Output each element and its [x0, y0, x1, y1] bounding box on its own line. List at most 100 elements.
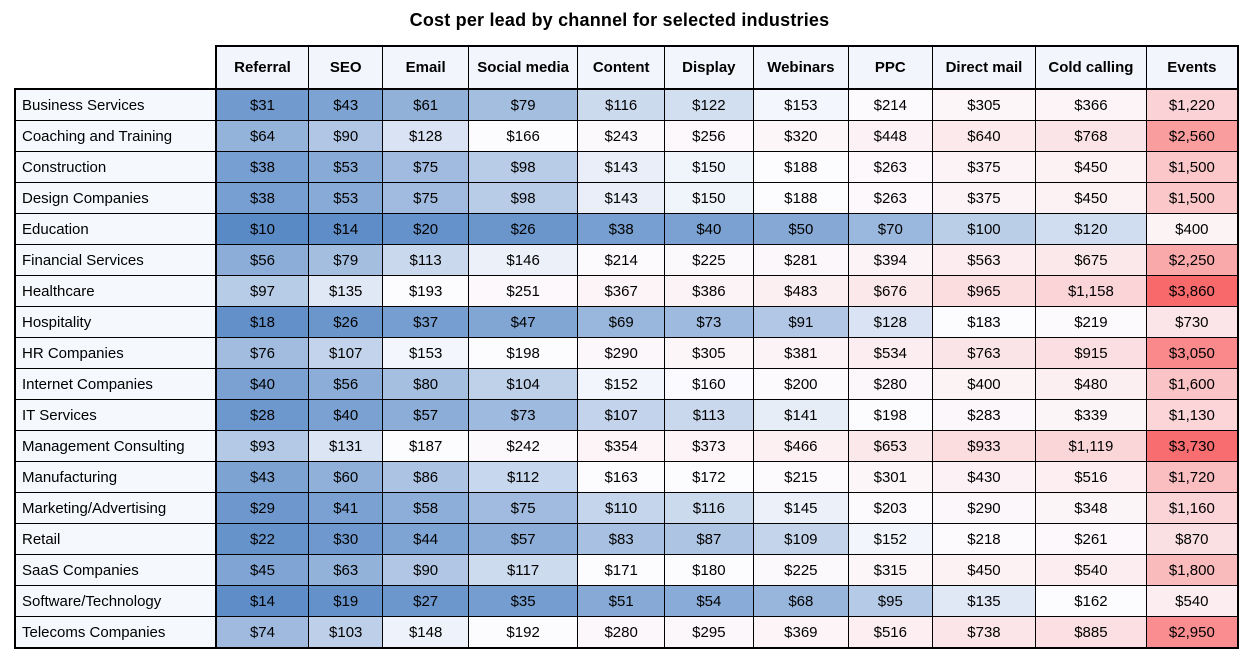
cost-cell: $38	[215, 182, 309, 214]
cost-cell: $152	[577, 368, 665, 400]
cost-cell: $339	[1035, 399, 1147, 431]
chart-title: Cost per lead by channel for selected in…	[409, 10, 830, 30]
industry-cell: Education	[14, 213, 217, 245]
table-row: HR Companies $76 $107 $153 $198 $290 $305 $381 $…	[14, 337, 1239, 369]
cost-cell: $153	[382, 337, 469, 369]
cost-cell: $1,600	[1145, 368, 1239, 400]
cost-cell: $31	[215, 88, 309, 121]
cost-cell: $14	[307, 213, 384, 245]
cost-cell: $448	[847, 120, 933, 152]
cost-cell: $60	[307, 461, 384, 493]
cost-cell: $198	[467, 337, 579, 369]
cost-cell: $107	[577, 399, 665, 431]
cost-cell: $870	[1145, 523, 1239, 555]
cost-cell: $192	[467, 616, 579, 649]
cost-cell: $2,950	[1145, 616, 1239, 649]
cost-cell: $22	[215, 523, 309, 555]
cost-cell: $1,130	[1145, 399, 1239, 431]
cost-cell: $193	[382, 275, 469, 307]
cost-cell: $150	[663, 151, 754, 183]
cost-cell: $3,860	[1145, 275, 1239, 307]
industry-cell: Coaching and Training	[14, 120, 217, 152]
cost-cell: $305	[663, 337, 754, 369]
column-header-content: Content	[577, 45, 665, 90]
cost-cell: $73	[663, 306, 754, 338]
table-row: Business Services $31 $43 $61 $79 $116 $122 $15…	[14, 88, 1239, 121]
cost-cell: $1,500	[1145, 151, 1239, 183]
cost-cell: $885	[1035, 616, 1147, 649]
column-header-events: Events	[1145, 45, 1239, 90]
cost-cell: $20	[382, 213, 469, 245]
cost-cell: $162	[1035, 585, 1147, 617]
cost-cell: $367	[577, 275, 665, 307]
cost-cell: $450	[1035, 151, 1147, 183]
cost-cell: $79	[307, 244, 384, 276]
cost-cell: $214	[847, 88, 933, 121]
cost-cell: $263	[847, 151, 933, 183]
cost-cell: $107	[307, 337, 384, 369]
cost-cell: $109	[752, 523, 849, 555]
cost-cell: $315	[847, 554, 933, 586]
table-row: Education $10 $14 $20 $26 $38 $40 $50 $70 $100 $12…	[14, 213, 1239, 245]
table-row: Retail $22 $30 $44 $57 $83 $87 $109 $152 $218 $261…	[14, 523, 1239, 555]
table-row: Internet Companies $40 $56 $80 $104 $152 $160 $…	[14, 368, 1239, 400]
industry-cell: Construction	[14, 151, 217, 183]
cost-cell: $540	[1145, 585, 1239, 617]
cost-cell: $56	[215, 244, 309, 276]
cost-cell: $450	[931, 554, 1037, 586]
cost-cell: $83	[577, 523, 665, 555]
cost-cell: $540	[1035, 554, 1147, 586]
industry-cell: IT Services	[14, 399, 217, 431]
cost-cell: $57	[467, 523, 579, 555]
column-header-ppc: PPC	[847, 45, 933, 90]
industry-cell: HR Companies	[14, 337, 217, 369]
cost-cell: $450	[1035, 182, 1147, 214]
column-header-display: Display	[663, 45, 754, 90]
cost-cell: $188	[752, 182, 849, 214]
cost-cell: $3,050	[1145, 337, 1239, 369]
cost-cell: $45	[215, 554, 309, 586]
table-row: Telecoms Companies $74 $103 $148 $192 $280 $29…	[14, 616, 1239, 649]
cost-cell: $120	[1035, 213, 1147, 245]
cost-cell: $225	[663, 244, 754, 276]
cost-cell: $1,160	[1145, 492, 1239, 524]
header-row: Referral SEO Email Social media Content Displ…	[15, 45, 1239, 90]
cost-cell: $95	[847, 585, 933, 617]
cost-cell: $483	[752, 275, 849, 307]
cost-cell: $1,119	[1035, 430, 1147, 462]
column-header-social-media: Social media	[467, 45, 579, 90]
cost-cell: $135	[307, 275, 384, 307]
cost-cell: $38	[577, 213, 665, 245]
industry-cell: Business Services	[14, 88, 217, 121]
cost-cell: $171	[577, 554, 665, 586]
cost-cell: $187	[382, 430, 469, 462]
cost-cell: $200	[752, 368, 849, 400]
cost-cell: $290	[931, 492, 1037, 524]
cost-cell: $93	[215, 430, 309, 462]
cost-cell: $75	[382, 151, 469, 183]
cost-cell: $290	[577, 337, 665, 369]
table-row: Healthcare $97 $135 $193 $251 $367 $386 $483 $67…	[14, 275, 1239, 307]
cost-cell: $534	[847, 337, 933, 369]
cost-cell: $75	[467, 492, 579, 524]
column-header-direct-mail: Direct mail	[931, 45, 1037, 90]
cost-cell: $480	[1035, 368, 1147, 400]
table-body: Business Services $31 $43 $61 $79 $116 $122 $15…	[14, 88, 1239, 649]
cost-cell: $68	[752, 585, 849, 617]
cost-cell: $172	[663, 461, 754, 493]
cost-cell: $280	[577, 616, 665, 649]
cost-cell: $1,720	[1145, 461, 1239, 493]
table-row: Marketing/Advertising $29 $41 $58 $75 $110 $11…	[14, 492, 1239, 524]
cost-cell: $653	[847, 430, 933, 462]
cost-cell: $19	[307, 585, 384, 617]
cost-cell: $145	[752, 492, 849, 524]
table-row: Manufacturing $43 $60 $86 $112 $163 $172 $215 $3…	[14, 461, 1239, 493]
cost-cell: $295	[663, 616, 754, 649]
cost-cell: $117	[467, 554, 579, 586]
corner-cell	[15, 46, 216, 89]
cost-cell: $51	[577, 585, 665, 617]
cost-cell: $63	[307, 554, 384, 586]
cost-cell: $218	[931, 523, 1037, 555]
cost-cell: $516	[847, 616, 933, 649]
cost-cell: $131	[307, 430, 384, 462]
